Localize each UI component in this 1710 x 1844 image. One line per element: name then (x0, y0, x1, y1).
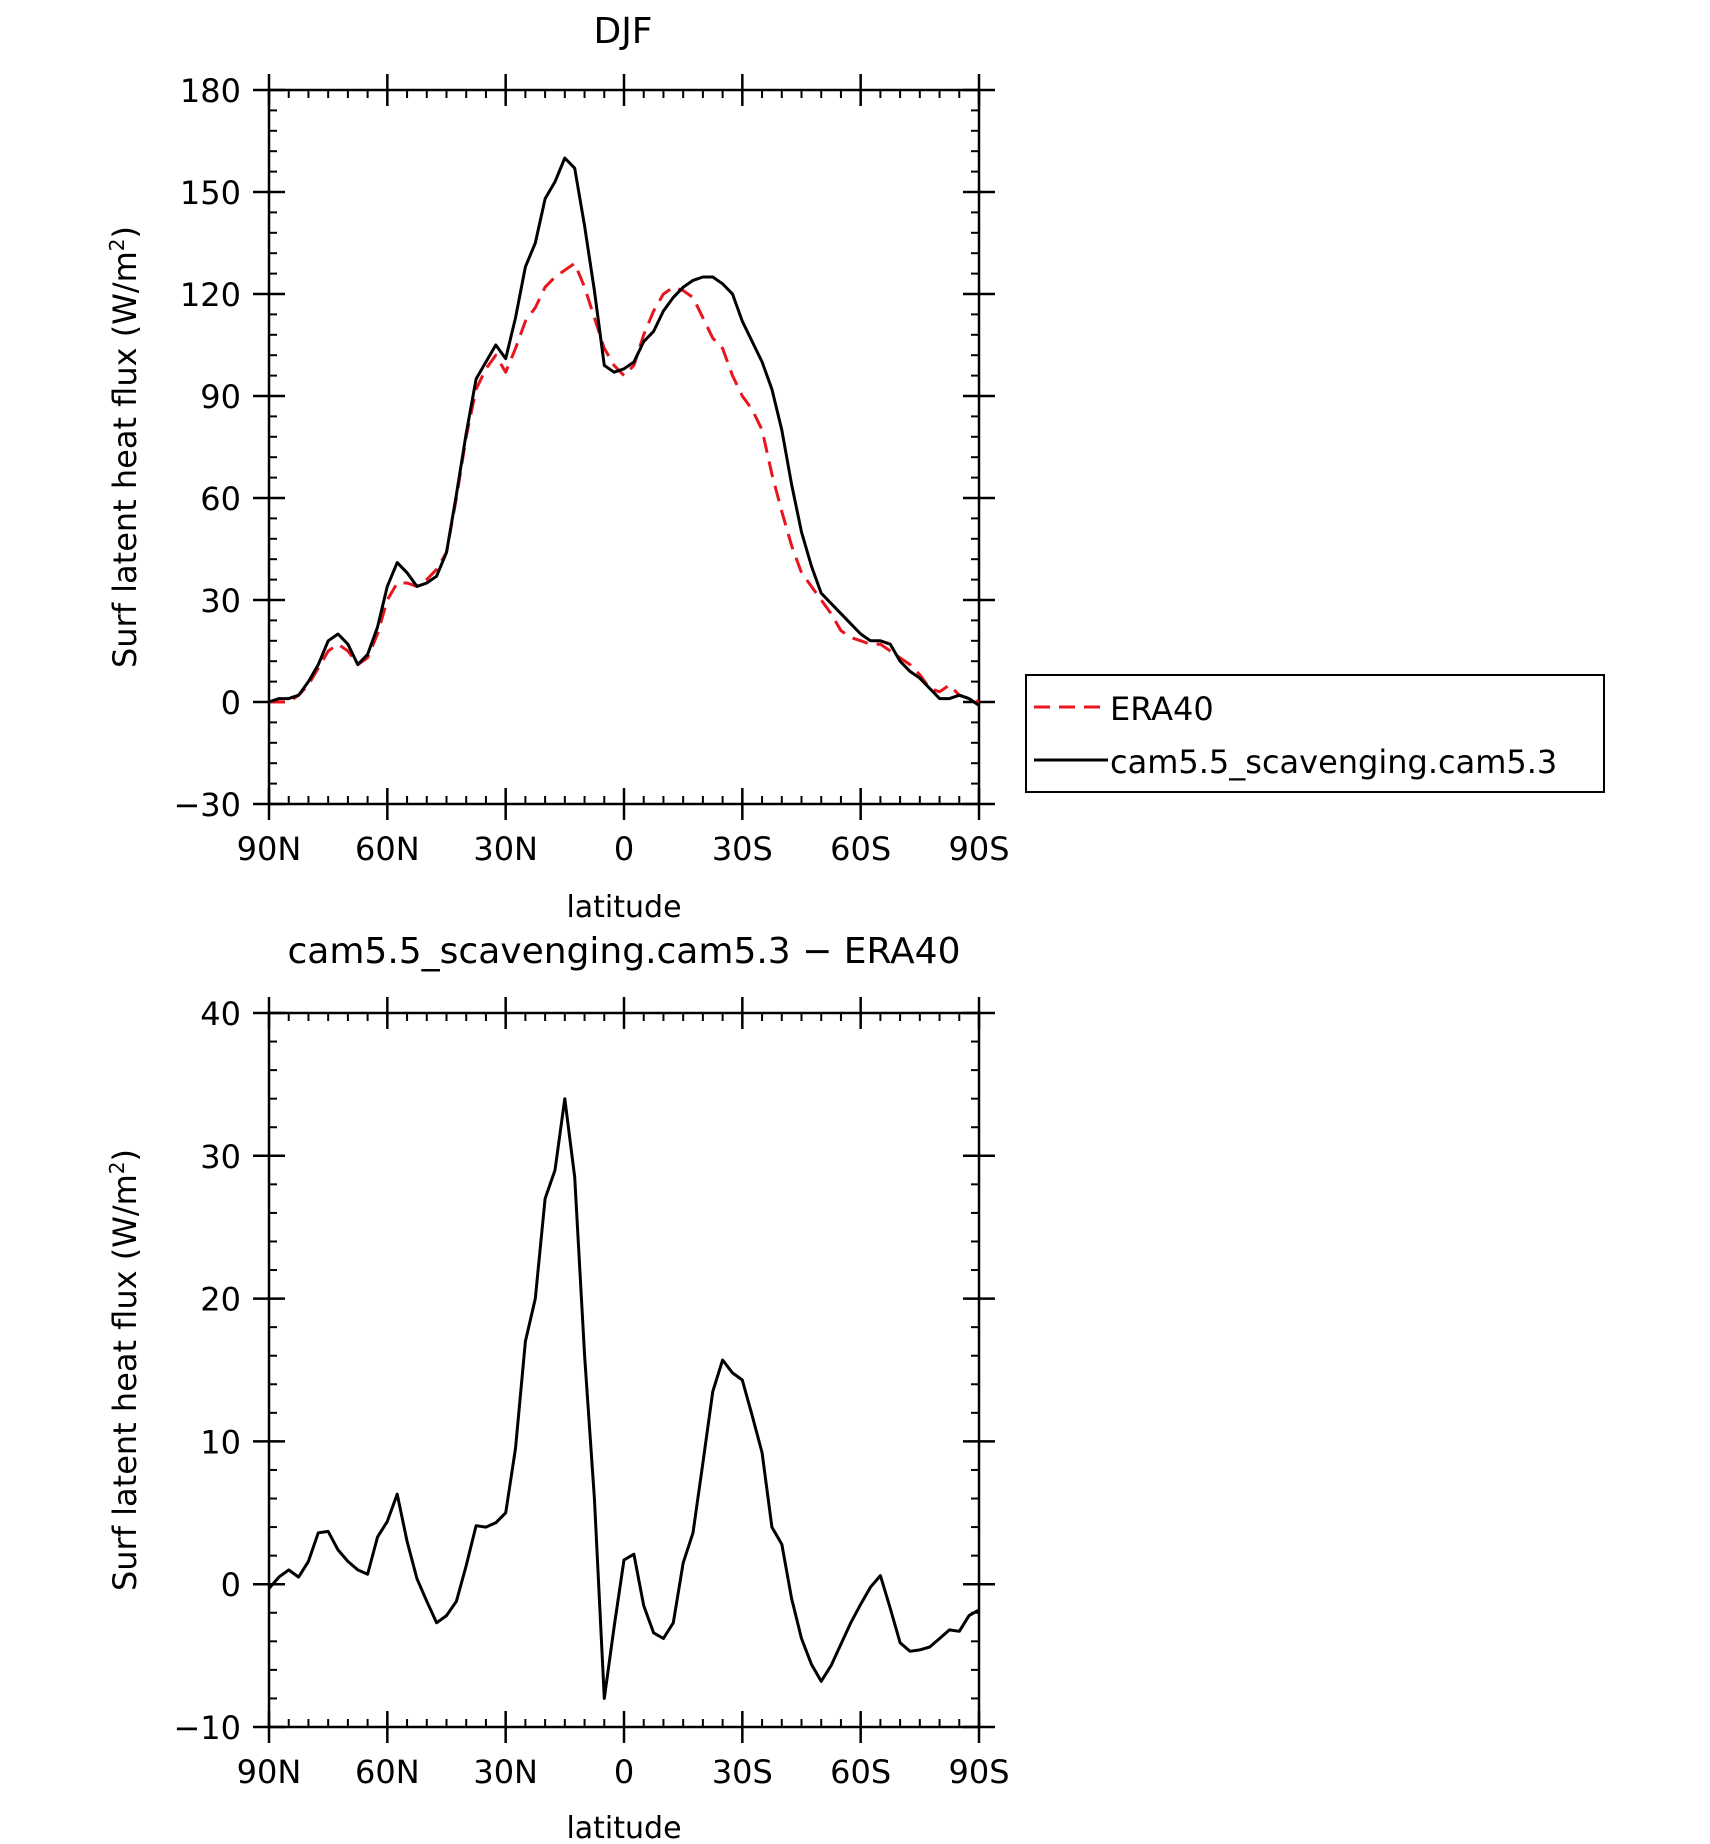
bottom-x-tick-label: 30N (473, 1753, 538, 1791)
legend-label-era40: ERA40 (1110, 690, 1214, 728)
legend-frame (1025, 674, 1605, 793)
bottom-chart: cam5.5_scavenging.cam5.3 − ERA40 90N 60N 3… (105, 931, 1010, 1844)
top-x-tick-label: 90N (237, 830, 302, 868)
bottom-y-axis-label-main: Surf latent heat flux (W/m (106, 1174, 144, 1591)
bottom-x-tick-label: 30S (712, 1753, 773, 1791)
top-x-axis-label: latitude (566, 890, 681, 925)
bottom-y-axis-label-close: ) (106, 1149, 144, 1161)
top-y-tick-label: 0 (221, 684, 241, 722)
bottom-chart-title: cam5.5_scavenging.cam5.3 − ERA40 (288, 931, 961, 972)
top-plot-frame (267, 88, 981, 806)
top-series-line-0 (269, 261, 980, 704)
top-x-tick-label: 30S (712, 830, 773, 868)
bottom-y-tick-label: −10 (173, 1709, 241, 1747)
bottom-series-line-0 (267, 1097, 980, 1700)
bottom-plot-frame (267, 1011, 981, 1729)
bottom-y-tick-label: 0 (221, 1566, 241, 1604)
top-y-tick-label: 120 (180, 276, 241, 314)
top-y-tick-label: 30 (200, 582, 241, 620)
top-x-tick-label: 30N (473, 830, 538, 868)
bottom-y-axis-label-sup: 2 (105, 1161, 129, 1174)
top-chart: DJF 90N 60N 30N 0 30S 60S 90S −30 0 30 60 90 120 150 1… (105, 11, 1605, 925)
legend-label-cam: cam5.5_scavenging.cam5.3 (1110, 743, 1557, 781)
top-y-tick-label: 90 (200, 378, 241, 416)
top-x-tick-label: 0 (614, 830, 634, 868)
bottom-x-tick-label: 0 (614, 1753, 634, 1791)
bottom-x-tick-label: 60N (355, 1753, 420, 1791)
bottom-x-tick-label: 90S (948, 1753, 1009, 1791)
top-series-line-1 (268, 156, 980, 707)
top-x-tick-label: 60N (355, 830, 420, 868)
top-y-axis-label-main: Surf latent heat flux (W/m (106, 251, 144, 668)
top-x-tick-label: 60S (830, 830, 891, 868)
top-y-tick-label: −30 (173, 786, 241, 824)
top-y-axis-label-sup: 2 (105, 238, 129, 251)
top-y-tick-label: 180 (180, 72, 241, 110)
bottom-y-tick-label: 30 (200, 1138, 241, 1176)
top-chart-title: DJF (593, 11, 652, 52)
top-y-axis-label: Surf latent heat flux (W/m2) (105, 226, 144, 668)
bottom-x-tick-label: 90N (237, 1753, 302, 1791)
top-x-tick-label: 90S (948, 830, 1009, 868)
top-y-tick-label: 60 (200, 480, 241, 518)
bottom-y-tick-label: 40 (200, 995, 241, 1033)
bottom-x-tick-label: 60S (830, 1753, 891, 1791)
bottom-y-tick-label: 20 (200, 1281, 241, 1319)
top-y-axis-label-close: ) (106, 226, 144, 238)
bottom-x-axis-label: latitude (566, 1811, 681, 1844)
top-y-tick-label: 150 (180, 174, 241, 212)
bottom-y-axis-label: Surf latent heat flux (W/m2) (105, 1149, 144, 1591)
bottom-y-tick-label: 10 (200, 1423, 241, 1461)
top-legend: ERA40 cam5.5_scavenging.cam5.3 (1025, 674, 1605, 793)
